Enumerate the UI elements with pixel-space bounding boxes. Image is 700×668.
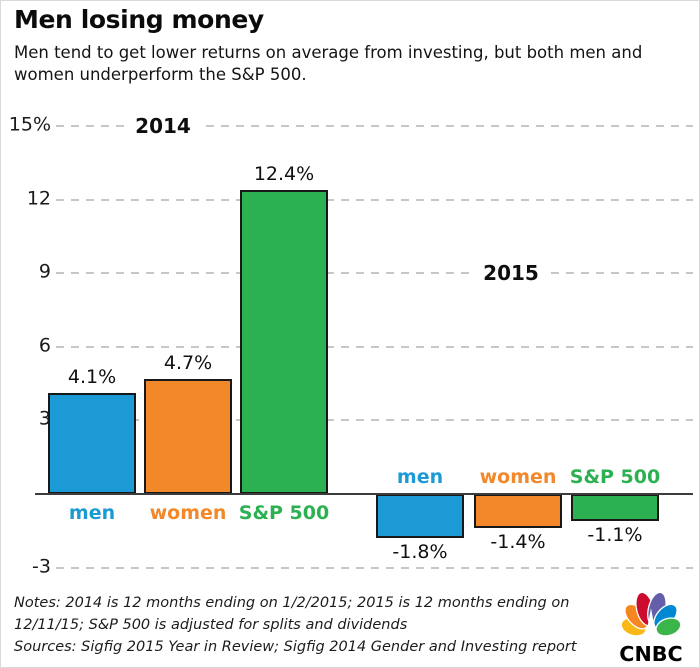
y-axis-tick-label: 9 (5, 260, 53, 284)
bar-value-label: 12.4% (253, 162, 315, 185)
gridline-3 (41, 419, 693, 422)
chart-subtitle: Men tend to get lower returns on average… (14, 43, 643, 85)
bar-value-label: -1.8% (392, 541, 448, 564)
y-axis-tick-label: 3 (5, 408, 53, 431)
bar-2015-women (474, 494, 562, 529)
gridline--3 (41, 566, 693, 569)
y-axis-tick-label: -3 (5, 555, 53, 579)
category-label-2014: women (149, 502, 227, 524)
category-label-2015: S&P 500 (569, 466, 661, 488)
bar-2014-women (144, 378, 232, 494)
footnotes: Notes: 2014 is 12 months ending on 1/2/2… (14, 593, 604, 658)
sources-text: Sources: Sigfig 2015 Year in Review; Sig… (14, 638, 577, 655)
gridline-6 (41, 345, 693, 348)
y-axis-tick-label: 12 (5, 187, 53, 211)
bar-value-label: -1.4% (490, 531, 546, 554)
bar-2015-men (376, 494, 464, 539)
cnbc-logo: CNBC (619, 591, 683, 665)
bar-2015-s-p-500 (571, 494, 659, 521)
bar-value-label: 4.1% (67, 366, 117, 389)
notes-text: Notes: 2014 is 12 months ending on 1/2/2… (14, 595, 570, 633)
gridline-9 (41, 272, 693, 275)
y-axis-tick-label: 6 (5, 334, 53, 358)
group-label-2014: 2014 (127, 114, 199, 138)
y-axis-tick-label: 15% (5, 113, 53, 137)
cnbc-logo-text: CNBC (619, 642, 682, 665)
gridline-12 (41, 198, 693, 201)
cnbc-peacock-icon (620, 591, 682, 637)
category-label-2014: S&P 500 (238, 502, 330, 524)
bar-2014-s-p-500 (240, 189, 328, 494)
page-title: Men losing money (14, 5, 264, 34)
bar-2014-men (48, 393, 136, 494)
bar-value-label: -1.1% (587, 523, 643, 546)
category-label-2015: women (479, 466, 557, 488)
x-axis-line (35, 493, 693, 495)
gridline-15 (41, 125, 693, 128)
category-label-2014: men (68, 502, 116, 524)
bar-value-label: 4.7% (163, 351, 213, 374)
category-label-2015: men (396, 466, 444, 488)
group-label-2015: 2015 (475, 261, 547, 285)
